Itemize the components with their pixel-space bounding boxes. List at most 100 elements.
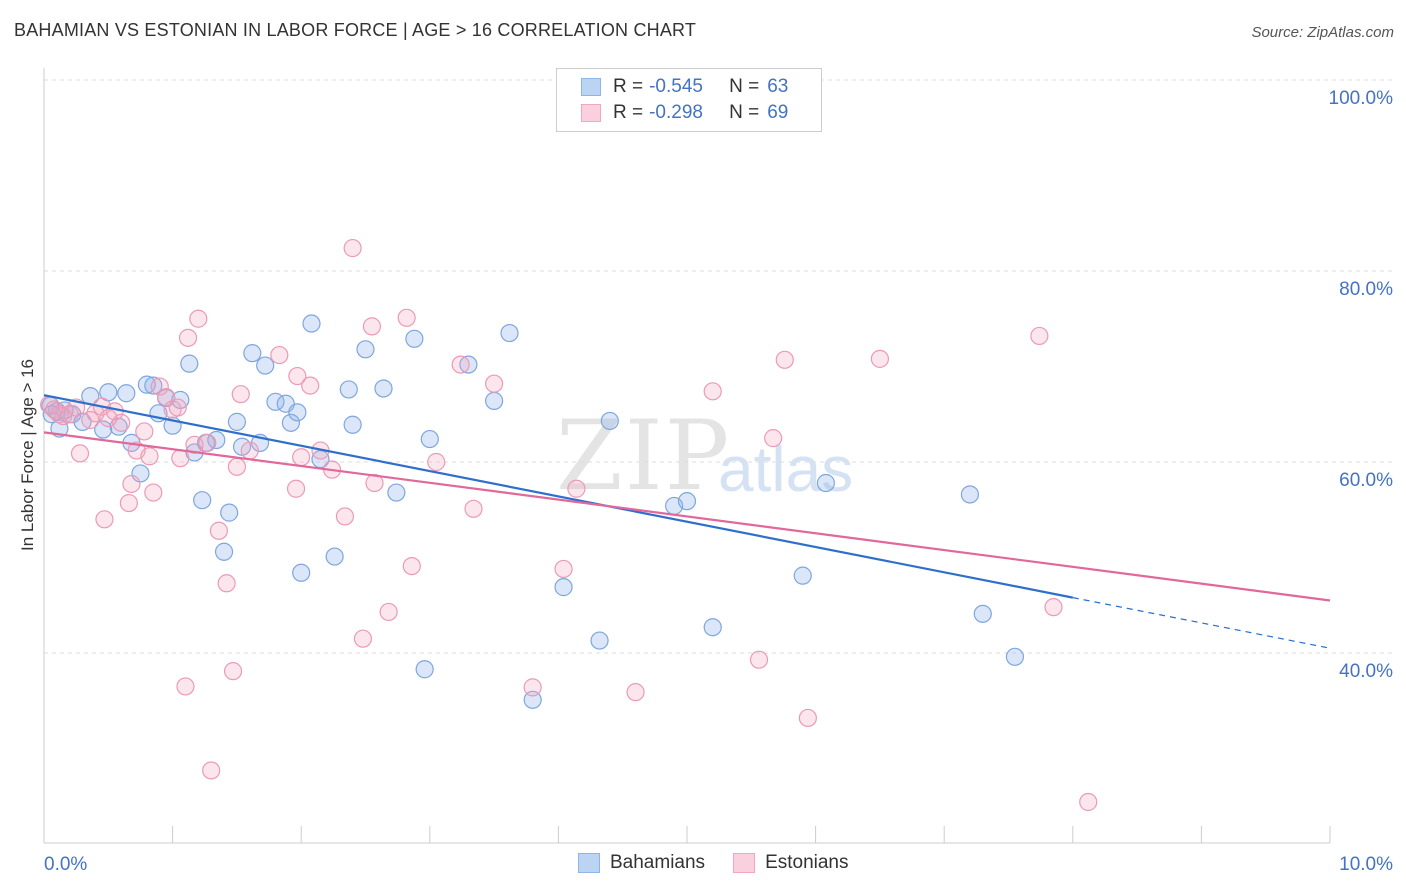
estonian-point [240,441,259,460]
bahamian-point [256,356,275,375]
bahamian-point [117,384,136,403]
estonian-point [144,483,163,502]
bahamian-point [600,411,619,431]
legend-swatch-estonians [581,104,601,122]
estonian-point [626,683,645,702]
bahamian-point [500,323,519,343]
y-tick-label: 100.0% [1329,88,1394,109]
legend-r-value: -0.545 [649,76,703,97]
bahamian-trend-extension [1072,597,1331,649]
estonian-point [202,761,221,780]
correlation-legend: R = -0.545 N = 63 R = -0.298 N = 69 [556,68,822,132]
estonian-point [122,474,141,494]
estonian-point [50,405,69,424]
estonian-point [335,507,355,526]
estonian-point [288,366,307,386]
estonian-point [231,385,250,404]
estonian-point [397,308,416,327]
estonian-point [703,382,722,401]
bahamian-point [343,415,362,434]
estonian-point [178,328,198,347]
estonian-point [1030,326,1049,346]
bahamian-point [339,380,358,399]
legend-n-label: N = [729,76,760,97]
estonian-point [286,479,306,498]
legend-r-label: R = [613,102,644,123]
estonian-point [119,493,138,513]
bahamian-point [144,376,163,395]
bahamian-point [302,314,321,333]
bahamians-points [41,314,1025,709]
estonian-point [209,521,228,540]
bahamian-point [220,503,239,522]
estonians-points [40,238,1098,812]
bahamian-point [1005,647,1025,666]
estonian-point [464,499,483,518]
bahamian-point [243,344,262,363]
y-tick-label: 60.0% [1339,470,1393,491]
estonian-point [171,449,190,468]
x-tick-label-min: 0.0% [44,854,87,875]
estonian-point [567,479,586,498]
estonian-point [379,602,398,622]
bahamian-point [415,660,434,679]
x-tick-label-max: 10.0% [1339,854,1393,875]
bahamian-point [288,403,307,422]
tick-labels: 40.0% 60.0% 80.0% 100.0% 0.0% 10.0% [44,88,1393,875]
bahamian-point [193,491,212,510]
trend-lines [43,394,1331,649]
estonian-point [217,574,236,593]
estonian-point [764,429,783,448]
bahamian-point [793,566,812,585]
bahamian-point [180,354,199,373]
bahamian-point [94,420,113,439]
legend-row-estonians: R = -0.298 N = 69 [581,101,788,125]
estonian-point [523,678,542,697]
bahamian-point [554,578,573,597]
y-tick-label: 80.0% [1339,279,1393,300]
bahamian-point [420,429,439,449]
bahamian-point [325,547,344,566]
bahamian-point [131,464,150,483]
watermark-zip: ZIP [556,400,732,512]
bahamian-point [816,473,835,493]
estonian-point [1079,792,1098,812]
bahamian-point [292,563,311,582]
estonian-point [95,510,114,529]
bahamian-point [227,412,246,431]
estonian-point [427,452,446,472]
legend-n-value: 63 [767,76,789,97]
estonian-point [301,376,320,395]
legend-n-value: 69 [767,102,789,123]
estonian-point [60,405,79,424]
bahamian-point [214,542,234,561]
estonian-point [198,433,217,452]
bahamian-point [973,604,992,623]
estonian-point [176,677,195,696]
series-label-bahamians: Bahamians [610,852,706,873]
estonian-point [485,374,504,393]
estonian-point [135,422,154,441]
estonian-point [227,457,246,476]
estonian-point [353,629,373,648]
legend-row-bahamians: R = -0.545 N = 63 [581,75,788,99]
estonian-point [1044,598,1063,617]
estonian-point [402,556,421,576]
bahamian-point [677,492,697,511]
series-legend-bahamians[interactable]: Bahamians [578,852,705,874]
series-legend-estonians[interactable]: Estonians [733,852,849,874]
estonian-point [189,309,208,328]
y-tick-label: 40.0% [1339,661,1393,682]
bahamian-point [405,329,424,348]
estonian-point [99,408,118,428]
chart-source: Source: ZipAtlas.com [1251,24,1394,41]
estonian-point [451,355,470,374]
estonian-trend-line [43,431,1331,602]
estonian-point [362,317,382,336]
legend-r-label: R = [613,76,644,97]
bahamian-trend-line [43,394,1074,599]
estonian-point [343,238,362,258]
estonian-point [70,444,90,463]
series-legend: Bahamians Estonians [578,852,877,874]
